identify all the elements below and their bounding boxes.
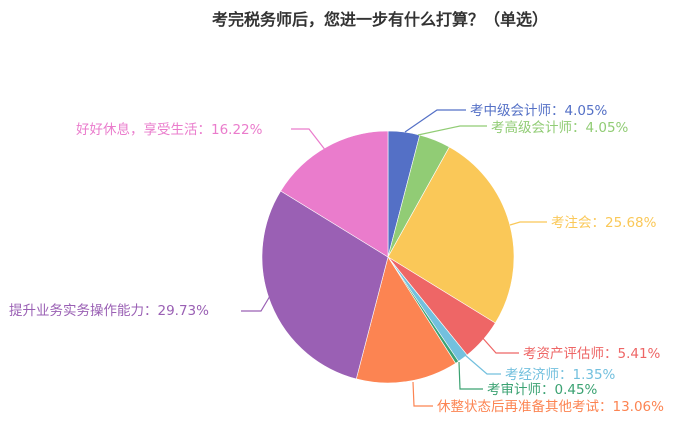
leader-line <box>417 125 487 136</box>
leader-lines <box>241 109 547 407</box>
pie-slice[interactable] <box>387 146 515 324</box>
leader-line <box>458 361 483 390</box>
pie-slices <box>261 130 515 384</box>
label-improve-practical-skills: 提升业务实务操作能力：29.73% <box>9 303 209 319</box>
leader-line <box>404 109 466 133</box>
leader-line <box>464 354 501 375</box>
label-auditor: 考审计师：0.45% <box>487 382 598 398</box>
label-asset-appraiser: 考资产评估师：5.41% <box>523 346 661 362</box>
label-cpa: 考注会：25.68% <box>551 215 657 231</box>
leader-line <box>241 295 271 312</box>
leader-line <box>291 128 327 152</box>
leader-line <box>509 221 547 226</box>
label-economist: 考经济师：1.35% <box>505 367 616 383</box>
leader-line <box>412 381 433 407</box>
label-mid-accountant: 考中级会计师：4.05% <box>470 103 608 119</box>
pie-slice[interactable] <box>355 256 456 384</box>
label-senior-accountant: 考高级会计师：4.05% <box>491 120 629 136</box>
label-rest-and-enjoy: 好好休息，享受生活：16.22% <box>76 122 263 138</box>
leader-line <box>479 334 519 354</box>
pie-slice[interactable] <box>280 130 389 258</box>
label-rest-then-other-exams: 休整状态后再准备其他考试：13.06% <box>437 399 664 415</box>
chart-title: 考完税务师后，您进一步有什么打算？（单选） <box>211 10 548 29</box>
